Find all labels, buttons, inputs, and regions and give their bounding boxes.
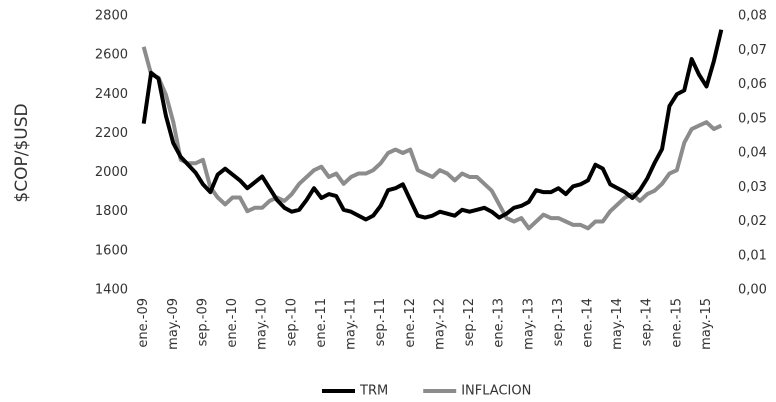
x-tick-label: sep.-13 (551, 298, 566, 346)
x-tick-label: may.-11 (344, 298, 359, 350)
x-tick-label: ene.-14 (581, 298, 596, 348)
y-tick-label: 2400 (95, 87, 128, 102)
x-tick-label: ene.-09 (136, 298, 151, 348)
y2-tick-label: 0,02 (738, 214, 767, 229)
x-tick-label: may.-09 (166, 298, 181, 350)
y-tick-label: 2600 (95, 48, 128, 63)
x-tick-label: ene.-13 (492, 298, 507, 348)
y-tick-label: 1400 (95, 283, 128, 298)
x-tick-label: sep.-09 (195, 298, 210, 346)
y2-tick-label: 0,00 (738, 283, 767, 298)
x-tick-label: may.-15 (699, 298, 714, 350)
y-axis-title: $COP/$USD (12, 103, 32, 202)
y2-tick-label: 0,08 (738, 9, 767, 24)
y2-tick-label: 0,01 (738, 248, 767, 263)
x-tick-label: ene.-10 (225, 298, 240, 348)
x-tick-label: sep.-14 (640, 298, 655, 346)
legend-label: TRM (359, 384, 388, 399)
y2-tick-label: 0,03 (738, 180, 767, 195)
y-tick-label: 2000 (95, 165, 128, 180)
x-tick-label: sep.-12 (462, 298, 477, 346)
series-line (141, 29, 724, 222)
x-tick-label: sep.-10 (284, 298, 299, 346)
y-tick-label: 1800 (95, 204, 128, 219)
x-tick-label: may.-14 (610, 298, 625, 350)
series-line (141, 46, 723, 231)
y-tick-label: 2800 (95, 9, 128, 24)
y-tick-label: 2200 (95, 126, 128, 141)
x-tick-label: may.-12 (432, 298, 447, 350)
legend-label: INFLACION (461, 384, 531, 399)
x-tick-label: sep.-11 (373, 298, 388, 346)
y2-tick-label: 0,05 (738, 111, 767, 126)
x-tick-label: ene.-12 (403, 298, 418, 348)
x-tick-label: may.-13 (521, 298, 536, 350)
x-tick-label: ene.-11 (314, 298, 329, 348)
y2-tick-label: 0,06 (738, 77, 767, 92)
y2-tick-label: 0,07 (738, 43, 767, 58)
y-tick-label: 1600 (95, 243, 128, 258)
x-tick-label: may.-10 (255, 298, 270, 350)
x-tick-label: ene.-15 (669, 298, 684, 348)
y2-tick-label: 0,04 (738, 146, 767, 161)
